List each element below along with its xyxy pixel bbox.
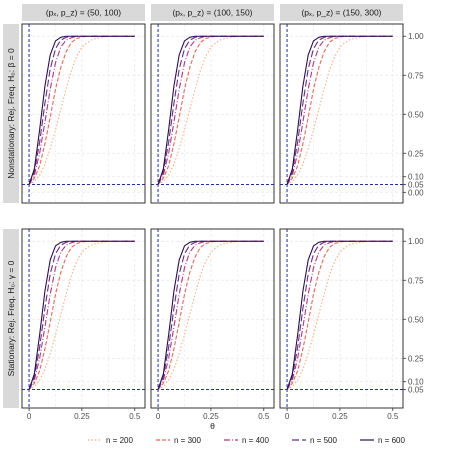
panel-background (22, 229, 145, 408)
panel-border (150, 228, 275, 409)
axes: 0.000.050.100.250.500.751.000 0.25 0.5 0 0.2… (27, 32, 424, 421)
panel (279, 228, 404, 409)
series-line (286, 35, 393, 185)
x-tick-label: 0.5 (129, 412, 141, 421)
x-tick-label: 0 (27, 412, 32, 421)
row-strip (3, 229, 19, 408)
legend-label: n = 600 (378, 436, 405, 445)
row-strip (3, 24, 19, 203)
panel-border (279, 23, 404, 204)
y-tick-label: 1.00 (408, 32, 424, 41)
column-strip (151, 4, 274, 21)
y-tick-label: 0.50 (408, 315, 424, 324)
panel (150, 23, 275, 204)
y-tick-label: 0.05 (408, 386, 424, 395)
y-tick-label: 1.00 (408, 237, 424, 246)
column-strip-label: (pₓ, p_z) = (50, 100) (46, 8, 121, 18)
x-tick-label: 0.5 (387, 412, 399, 421)
series-line (157, 35, 264, 185)
column-strips: (pₓ, p_z) = (50, 100) (pₓ, p_z) = (100, 1… (22, 4, 403, 21)
y-tick-label: 0.25 (408, 149, 424, 158)
legend: n = 200 n = 300 n = 400 n = 500 n = 600 (88, 436, 405, 445)
legend-label: n = 300 (174, 436, 201, 445)
y-tick-label: 0.05 (408, 181, 424, 190)
panel-border (21, 228, 146, 409)
panel-border (150, 23, 275, 204)
panel (21, 228, 146, 409)
column-strip-label: (pₓ, p_z) = (100, 150) (172, 8, 252, 18)
y-tick-label: 0.50 (408, 110, 424, 119)
x-tick-label: 0.25 (203, 412, 219, 421)
series-line (157, 240, 264, 390)
x-tick-label: 0.25 (332, 412, 348, 421)
y-tick-label: 0.00 (408, 188, 424, 197)
panels (21, 23, 404, 409)
legend-label: n = 400 (242, 436, 269, 445)
series-line (157, 35, 264, 185)
panel-background (151, 229, 274, 408)
column-strip (280, 4, 403, 21)
y-tick-label: 0.75 (408, 71, 424, 80)
series-line (28, 35, 135, 185)
panel-border (279, 228, 404, 409)
legend-label: n = 500 (310, 436, 337, 445)
x-tick-label: 0.25 (74, 412, 90, 421)
y-tick-label: 0.25 (408, 354, 424, 363)
panel (150, 228, 275, 409)
x-tick-label: 0 (156, 412, 161, 421)
column-strip (22, 4, 145, 21)
panel-border (21, 23, 146, 204)
series-line (28, 240, 135, 390)
panel (21, 23, 146, 204)
x-tick-label: 0 (285, 412, 290, 421)
panel-background (151, 24, 274, 203)
y-tick-label: 0.10 (408, 378, 424, 387)
y-tick-label: 0.10 (408, 173, 424, 182)
row-strip-label: Nonstationary: Rej. Freq. H₀: β = 0 (6, 48, 16, 179)
x-tick-label: 0.5 (258, 412, 270, 421)
series-line (286, 35, 393, 185)
series-line (286, 240, 393, 390)
series-line (286, 240, 393, 390)
x-axis-title: θ (210, 421, 215, 431)
series-line (28, 35, 135, 185)
legend-label: n = 200 (106, 436, 133, 445)
row-strips: Nonstationary: Rej. Freq. H₀: β = 0 Stati… (3, 24, 19, 408)
column-strip-label: (pₓ, p_z) = (150, 300) (301, 8, 381, 18)
y-tick-label: 0.75 (408, 276, 424, 285)
series-line (157, 240, 264, 390)
row-strip-label: Stationary: Rej. Freq. H₀: γ = 0 (6, 260, 16, 376)
panel (279, 23, 404, 204)
panel-background (22, 24, 145, 203)
panel-background (280, 24, 403, 203)
series-line (28, 240, 135, 390)
panel-background (280, 229, 403, 408)
